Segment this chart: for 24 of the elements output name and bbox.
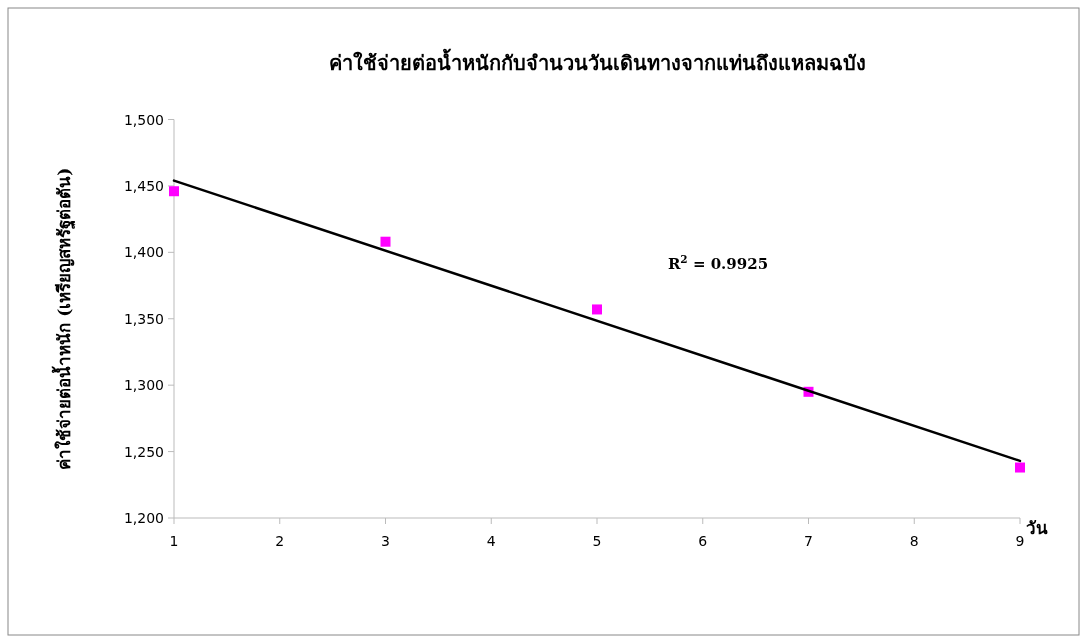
y-tick-label: 1,200 — [123, 510, 164, 526]
x-tick-label: 4 — [486, 533, 496, 549]
x-tick-label: 8 — [909, 533, 919, 549]
point — [592, 304, 602, 315]
point — [1015, 462, 1025, 473]
y-tick-label: 1,300 — [123, 377, 164, 394]
y-axis-title: ค่าใช้จ่ายต่อน้ำหนัก (เหรียญสหรัฐต่อตัน) — [51, 167, 76, 470]
x-tick-label: 3 — [381, 533, 390, 549]
chart-title: ค่าใช้จ่ายต่อน้ำหนักกับจำนวนวันเดินทางจากแท่นถึงแหลมฉบัง — [328, 48, 866, 75]
y-tick-label: 1,250 — [123, 443, 164, 460]
x-tick-label: 2 — [275, 533, 285, 549]
point — [380, 236, 391, 247]
x-tick-label: 7 — [804, 533, 813, 549]
x-axis-title: วัน — [1026, 518, 1048, 538]
x-tick-label: 6 — [698, 533, 708, 549]
y-tick-label: 1,450 — [123, 177, 164, 194]
x-tick-label: 9 — [1015, 533, 1025, 549]
annotation: R$^{2}$ = 0.9925 — [667, 253, 769, 273]
point — [169, 186, 179, 197]
y-tick-label: 1,400 — [123, 244, 164, 261]
y-tick-label: 1,500 — [123, 111, 164, 128]
y-tick-label: 1,350 — [123, 310, 164, 327]
x-tick-label: 5 — [592, 533, 602, 549]
x-tick-label: 1 — [169, 533, 179, 549]
